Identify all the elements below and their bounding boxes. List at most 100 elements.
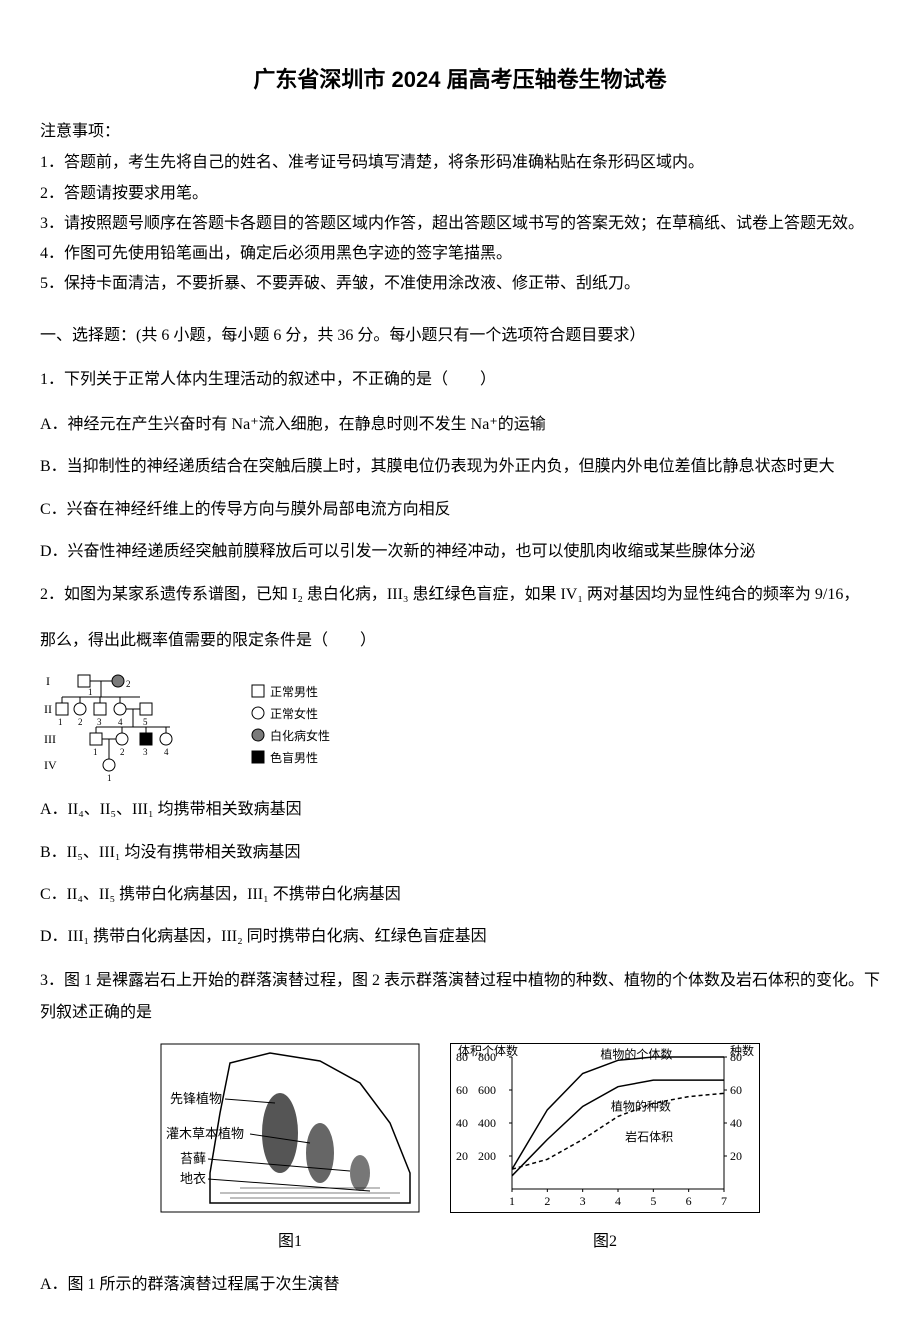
fig2-border (451, 1043, 760, 1212)
ytick-vol: 40 (456, 1116, 468, 1130)
II5-square (140, 703, 152, 715)
instruction-item: 3．请按照题号顺序在答题卡各题目的答题区域内作答，超出答题区域书写的答案无效；在… (40, 210, 880, 237)
ytick-vol: 60 (456, 1083, 468, 1097)
exam-title: 广东省深圳市 2024 届高考压轴卷生物试卷 (40, 60, 880, 100)
legend-colorblind-male: 色盲男性 (270, 750, 318, 765)
xtick-label: 3 (580, 1194, 586, 1208)
III4-num: 4 (164, 747, 169, 757)
label-rock: 岩石体积 (625, 1129, 673, 1144)
II4-num: 4 (118, 717, 123, 727)
III3-num: 3 (143, 747, 148, 757)
fig1-svg: 先锋植物 灌木草本植物 苔藓 地衣 (160, 1043, 420, 1213)
q2-stem-line1: 2．如图为某家系遗传系谱图，已知 I₂ 患白化病，III₃ 患红绿色盲症，如果 … (40, 579, 880, 611)
instruction-item: 4．作图可先使用铅笔画出，确定后必须用黑色字迹的签字笔描黑。 (40, 240, 880, 267)
ytick-count: 400 (478, 1116, 496, 1130)
ytick-species: 60 (730, 1083, 742, 1097)
xtick-label: 2 (544, 1194, 550, 1208)
xtick-label: 7 (721, 1194, 727, 1208)
q1-stem: 1．下列关于正常人体内生理活动的叙述中，不正确的是（ ） (40, 364, 880, 396)
q2-option-C: C．II₄、II₅ 携带白化病基因，III₁ 不携带白化病基因 (40, 880, 880, 910)
legend-albino-female: 白化病女性 (270, 728, 330, 743)
fig2-caption: 图2 (450, 1228, 760, 1257)
q3-stem: 3．图 1 是裸露岩石上开始的群落演替过程，图 2 表示群落演替过程中植物的种数… (40, 965, 880, 1029)
instructions-list: 1．答题前，考生先将自己的姓名、准考证号码填写清楚，将条形码准确粘贴在条形码区域… (40, 149, 880, 297)
q1-option-B: B．当抑制性的神经递质结合在突触后膜上时，其膜电位仍表现为外正内负，但膜内外电位… (40, 452, 880, 482)
IV1-num: 1 (107, 773, 112, 781)
I1-num: 1 (88, 687, 93, 697)
series-species (512, 1080, 724, 1176)
legend-normal-male: 正常男性 (270, 685, 318, 699)
fig2-block: 体积个体数种数202002040400406060060808008012345… (450, 1043, 760, 1257)
tree-shape (262, 1093, 298, 1173)
xtick-label: 1 (509, 1194, 515, 1208)
II2-circle (74, 703, 86, 715)
xtick-label: 5 (650, 1194, 656, 1208)
ytick-count: 600 (478, 1083, 496, 1097)
q2-option-A: A．II₄、II₅、III₁ 均携带相关致病基因 (40, 795, 880, 825)
I1-square (78, 675, 90, 687)
ll4 (208, 1179, 370, 1191)
gen-III-label: III (44, 732, 56, 746)
fig1-caption: 图1 (160, 1228, 420, 1257)
instruction-item: 1．答题前，考生先将自己的姓名、准考证号码填写清楚，将条形码准确粘贴在条形码区域… (40, 149, 880, 176)
section-header: 一、选择题：(共 6 小题，每小题 6 分，共 36 分。每小题只有一个选项符合… (40, 321, 880, 351)
I2-num: 2 (126, 679, 131, 689)
q3-figures: 先锋植物 灌木草本植物 苔藓 地衣 图1 体积个体数种数202002040400… (40, 1043, 880, 1257)
q1-option-A: A．神经元在产生兴奋时有 Na⁺流入细胞，在静息时则不发生 Na⁺的运输 (40, 410, 880, 440)
ytick-species: 20 (730, 1149, 742, 1163)
III1-square (90, 733, 102, 745)
legend-normal-female: 正常女性 (270, 706, 318, 721)
q2-stem-line2: 那么，得出此概率值需要的限定条件是（ ） (40, 625, 880, 657)
q1-option-D: D．兴奋性神经递质经突触前膜释放后可以引发一次新的神经冲动，也可以使肌肉收缩或某… (40, 537, 880, 567)
ytick-count: 200 (478, 1149, 496, 1163)
pedigree-legend: 正常男性 正常女性 白化病女性 色盲男性 (250, 681, 360, 771)
legend-circle-icon (252, 707, 264, 719)
pedigree-figure: I 1 2 II 1 2 3 4 5 III 1 2 3 (40, 671, 880, 781)
fig1-label-1: 先锋植物 (170, 1091, 222, 1106)
III2-num: 2 (120, 747, 125, 757)
instructions-header: 注意事项： (40, 118, 880, 147)
xtick-label: 4 (615, 1194, 621, 1208)
III3-square-solid (140, 733, 152, 745)
instruction-item: 2．答题请按要求用笔。 (40, 180, 880, 207)
ytick-vol: 80 (456, 1050, 468, 1064)
ytick-count: 800 (478, 1050, 496, 1064)
gen-II-label: II (44, 702, 52, 716)
II4-circle (114, 703, 126, 715)
I2-circle-hatched (112, 675, 124, 687)
rock-lines (220, 1188, 400, 1198)
fig2-svg: 体积个体数种数202002040400406060060808008012345… (450, 1043, 760, 1213)
instruction-item: 5．保持卡面清洁，不要折暴、不要弄破、弄皱，不准使用涂改液、修正带、刮纸刀。 (40, 270, 880, 297)
III2-circle (116, 733, 128, 745)
pedigree-svg: I 1 2 II 1 2 3 4 5 III 1 2 3 (40, 671, 210, 781)
shrub-shape (306, 1123, 334, 1183)
II2-num: 2 (78, 717, 83, 727)
III1-num: 1 (93, 747, 98, 757)
moss-shape (350, 1155, 370, 1191)
IV1-circle (103, 759, 115, 771)
q2-option-D: D．III₁ 携带白化病基因，III₂ 同时携带白化病、红绿色盲症基因 (40, 922, 880, 952)
legend-square-icon (252, 685, 264, 697)
label-species: 植物的种数 (611, 1098, 671, 1113)
II1-num: 1 (58, 717, 63, 727)
label-individuals: 植物的个体数 (600, 1046, 672, 1061)
ytick-species: 40 (730, 1116, 742, 1130)
fig1-block: 先锋植物 灌木草本植物 苔藓 地衣 图1 (160, 1043, 420, 1257)
q1-option-C: C．兴奋在神经纤维上的传导方向与膜外局部电流方向相反 (40, 495, 880, 525)
fig1-label-4: 地衣 (180, 1171, 206, 1186)
II1-square (56, 703, 68, 715)
II3-square (94, 703, 106, 715)
II5-num: 5 (143, 717, 148, 727)
II3-num: 3 (97, 717, 102, 727)
III4-circle (160, 733, 172, 745)
ll1 (225, 1099, 275, 1103)
legend-solid-icon (252, 751, 264, 763)
gen-IV-label: IV (44, 758, 57, 772)
fig1-label-2: 灌木草本植物 (166, 1126, 244, 1141)
xtick-label: 6 (686, 1194, 692, 1208)
q3-option-A: A．图 1 所示的群落演替过程属于次生演替 (40, 1270, 880, 1300)
fig1-label-3: 苔藓 (180, 1151, 206, 1166)
gen-I-label: I (46, 674, 50, 688)
ytick-vol: 20 (456, 1149, 468, 1163)
q2-option-B: B．II₅、III₁ 均没有携带相关致病基因 (40, 838, 880, 868)
